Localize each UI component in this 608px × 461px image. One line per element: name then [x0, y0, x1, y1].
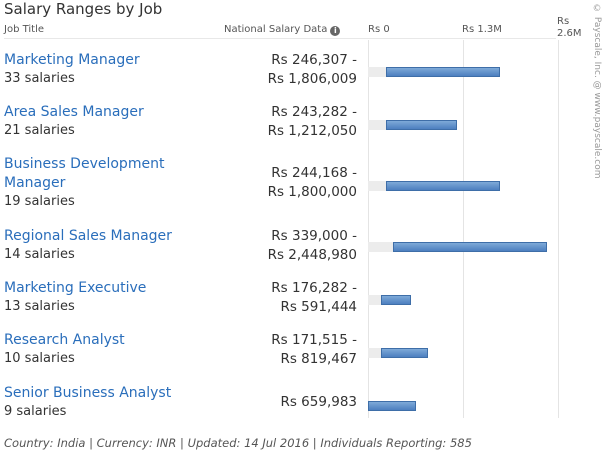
salary-count: 19 salaries [4, 194, 75, 209]
job-cell: Area Sales Manager 21 salaries [4, 103, 204, 140]
salary-count: 9 salaries [4, 404, 67, 419]
job-title-link[interactable]: Business Development Manager [4, 156, 165, 191]
salary-range-high: Rs 1,806,009 [267, 71, 357, 87]
salary-range-high: Rs 1,212,050 [267, 123, 357, 139]
job-cell: Regional Sales Manager 14 salaries [4, 227, 204, 264]
job-title-link[interactable]: Area Sales Manager [4, 104, 144, 120]
salary-range: Rs 244,168 - Rs 1,800,000 [210, 164, 357, 202]
job-title-link[interactable]: Marketing Executive [4, 280, 147, 296]
salary-range-bar[interactable] [386, 67, 500, 77]
salary-range-bar[interactable] [381, 348, 428, 358]
job-cell: Marketing Executive 13 salaries [4, 279, 204, 316]
header-divider [4, 38, 556, 39]
salary-range-low: Rs 171,515 - [271, 332, 357, 348]
job-cell: Business Development Manager 19 salaries [4, 155, 204, 211]
job-cell: Marketing Manager 33 salaries [4, 51, 204, 88]
job-title-link[interactable]: Senior Business Analyst [4, 385, 172, 401]
bar-track [368, 242, 393, 252]
salary-range-bar[interactable] [386, 120, 457, 130]
job-cell: Research Analyst 10 salaries [4, 331, 204, 368]
salary-range-high: Rs 591,444 [280, 299, 357, 315]
salary-range-high: Rs 2,448,980 [267, 247, 357, 263]
salary-range-low: Rs 246,307 - [271, 52, 357, 68]
salary-range: Rs 176,282 - Rs 591,444 [210, 279, 357, 317]
salary-range: Rs 339,000 - Rs 2,448,980 [210, 227, 357, 265]
gridline-2 [558, 40, 559, 418]
job-title-link[interactable]: Regional Sales Manager [4, 228, 172, 244]
salary-range: Rs 246,307 - Rs 1,806,009 [210, 51, 357, 89]
axis-tick-2: Rs 2.6M [557, 16, 582, 39]
info-icon[interactable]: i [330, 26, 341, 36]
gridline-1 [463, 40, 464, 418]
job-title-link[interactable]: Marketing Manager [4, 52, 140, 68]
salary-range-low: Rs 176,282 - [271, 280, 357, 296]
salary-range-high: Rs 1,800,000 [267, 184, 357, 200]
salary-range: Rs 243,282 - Rs 1,212,050 [210, 103, 357, 141]
salary-range-high: Rs 819,467 [280, 351, 357, 367]
bar-track [368, 295, 381, 305]
bar-track [368, 181, 386, 191]
job-cell: Senior Business Analyst 9 salaries [4, 384, 204, 421]
chart-title: Salary Ranges by Job [4, 0, 163, 18]
salary-range-bar[interactable] [386, 181, 500, 191]
salary-range: Rs 659,983 [210, 393, 357, 412]
bar-track [368, 348, 381, 358]
bar-track [368, 67, 386, 77]
salary-count: 21 salaries [4, 123, 75, 138]
salary-range-bar[interactable] [381, 295, 411, 305]
national-salary-header: National Salary Data i [224, 24, 341, 36]
gridline-0 [368, 40, 369, 418]
salary-range-low: Rs 339,000 - [271, 228, 357, 244]
payscale-credit: © Payscale, Inc. @ www.payscale.com [592, 4, 602, 179]
salary-range-bar[interactable] [368, 401, 416, 411]
bar-track [368, 120, 386, 130]
salary-count: 10 salaries [4, 351, 75, 366]
footer-note: Country: India | Currency: INR | Updated… [4, 436, 472, 450]
axis-tick-0: Rs 0 [368, 24, 390, 35]
salary-range-high: Rs 659,983 [280, 394, 357, 410]
job-title-link[interactable]: Research Analyst [4, 332, 125, 348]
salary-range-low: Rs 244,168 - [271, 165, 357, 181]
salary-range-low: Rs 243,282 - [271, 104, 357, 120]
job-title-header: Job Title [4, 24, 45, 35]
salary-range: Rs 171,515 - Rs 819,467 [210, 331, 357, 369]
national-salary-header-label: National Salary Data [224, 24, 328, 35]
salary-count: 13 salaries [4, 299, 75, 314]
salary-count: 33 salaries [4, 71, 75, 86]
salary-count: 14 salaries [4, 247, 75, 262]
salary-range-bar[interactable] [393, 242, 547, 252]
axis-tick-1: Rs 1.3M [462, 24, 502, 35]
